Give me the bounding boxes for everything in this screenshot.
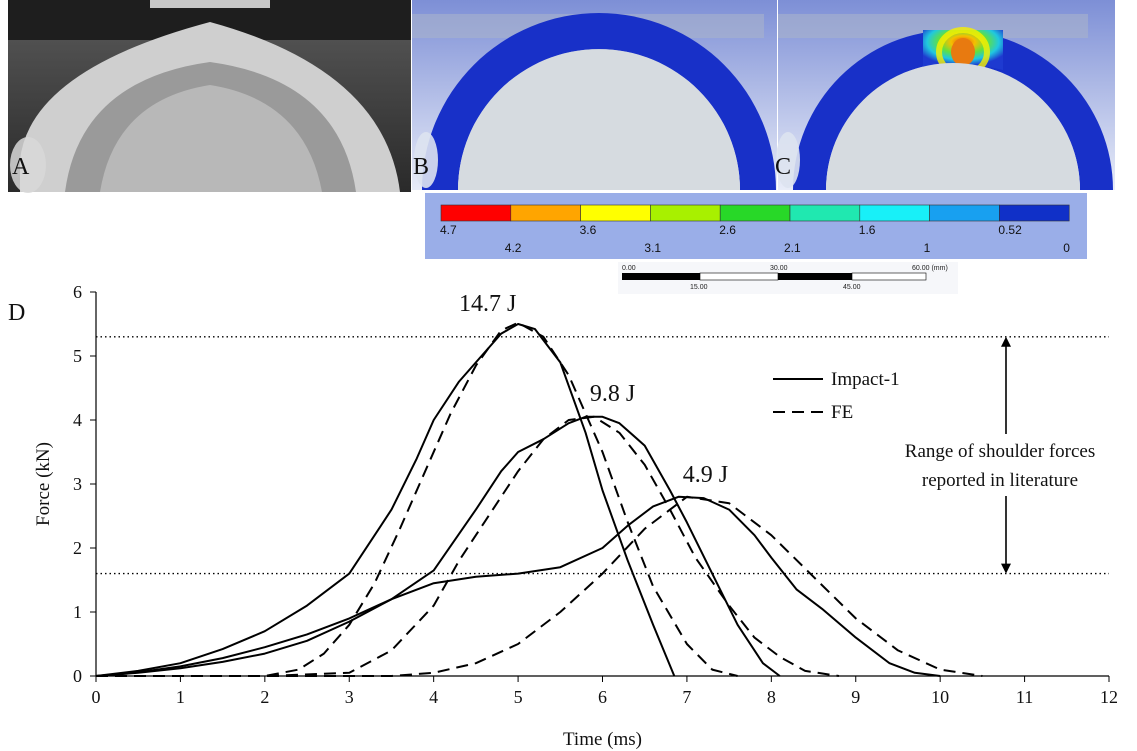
colorbar-label: 2.6 bbox=[719, 223, 736, 237]
colorbar-label: 1.6 bbox=[859, 223, 876, 237]
colorbar-label: 4.2 bbox=[505, 241, 522, 255]
y-tick-label: 0 bbox=[73, 666, 82, 686]
energy-label: 14.7 J bbox=[459, 291, 516, 317]
range-arrow-head-down bbox=[1001, 563, 1011, 574]
x-tick-label: 11 bbox=[1016, 687, 1033, 707]
annotation-line-2: reported in literature bbox=[922, 470, 1078, 491]
panel-c-label: C bbox=[775, 154, 791, 180]
series-line-impact bbox=[95, 415, 781, 677]
x-axis-title: Time (ms) bbox=[563, 729, 642, 750]
panel-a-label: A bbox=[12, 154, 30, 180]
colorbar: 4.7 3.6 2.6 1.6 0.52 4.2 3.1 2.1 1 0 bbox=[425, 193, 1087, 259]
x-tick-label: 10 bbox=[931, 687, 949, 707]
x-tick-label: 4 bbox=[429, 687, 438, 707]
panel-d-label: D bbox=[8, 300, 25, 326]
colorbar-cell bbox=[650, 204, 721, 222]
y-tick-label: 5 bbox=[73, 346, 82, 366]
series-line-fe bbox=[96, 321, 738, 677]
colorbar-cell bbox=[440, 204, 512, 222]
x-tick-label: 6 bbox=[598, 687, 607, 707]
x-tick-label: 12 bbox=[1100, 687, 1118, 707]
y-axis-title: Force (kN) bbox=[33, 442, 54, 526]
x-tick-label: 9 bbox=[851, 687, 860, 707]
x-tick-label: 2 bbox=[260, 687, 269, 707]
colorbar-cell bbox=[510, 204, 581, 222]
colorbar-cell bbox=[719, 204, 791, 222]
legend-label: Impact-1 bbox=[831, 369, 900, 390]
colorbar-label: 3.1 bbox=[644, 241, 661, 255]
colorbar-cell bbox=[929, 204, 1000, 222]
range-arrow-head-up bbox=[1001, 336, 1011, 347]
x-tick-label: 7 bbox=[682, 687, 691, 707]
x-tick-label: 0 bbox=[92, 687, 101, 707]
colorbar-cell bbox=[789, 204, 861, 222]
colorbar-cell bbox=[999, 204, 1070, 222]
x-tick-label: 1 bbox=[176, 687, 185, 707]
panel-b-label: B bbox=[413, 154, 429, 180]
y-tick-label: 4 bbox=[73, 410, 82, 430]
panel-c-fe-model: C bbox=[775, 0, 1115, 190]
scalebar-label-0: 0.00 bbox=[622, 265, 636, 272]
energy-label: 9.8 J bbox=[590, 381, 635, 407]
colorbar-label: 0 bbox=[1063, 241, 1070, 255]
legend-label: FE bbox=[831, 402, 853, 423]
y-tick-label: 1 bbox=[73, 602, 82, 622]
annotation-background bbox=[877, 434, 1122, 496]
panel-b-fe-model: B bbox=[412, 0, 777, 190]
y-tick-label: 3 bbox=[73, 474, 82, 494]
series-line-impact bbox=[95, 323, 676, 677]
scale-bar: 0.00 30.00 60.00 (mm) 15.00 45.00 bbox=[618, 262, 958, 294]
colorbar-label: 1 bbox=[924, 241, 931, 255]
series-line-fe bbox=[96, 415, 840, 677]
colorbar-label: 2.1 bbox=[784, 241, 801, 255]
series-line-impact bbox=[95, 495, 941, 677]
colorbar-label: 3.6 bbox=[580, 223, 597, 237]
colorbar-cell bbox=[580, 204, 651, 222]
y-tick-label: 2 bbox=[73, 538, 82, 558]
series-line-fe bbox=[96, 495, 983, 677]
y-tick-label: 6 bbox=[73, 282, 82, 302]
x-tick-label: 8 bbox=[767, 687, 776, 707]
annotation-line-1: Range of shoulder forces bbox=[905, 441, 1095, 462]
scalebar-label-60: 60.00 (mm) bbox=[912, 265, 948, 272]
x-tick-label: 5 bbox=[514, 687, 523, 707]
scalebar-label-45: 45.00 bbox=[843, 284, 861, 291]
scalebar-label-30: 30.00 bbox=[770, 265, 788, 272]
panel-a-photo: A bbox=[8, 0, 411, 193]
colorbar-label: 4.7 bbox=[440, 223, 457, 237]
colorbar-cell bbox=[859, 204, 930, 222]
energy-label: 4.9 J bbox=[683, 462, 728, 488]
scalebar-label-15: 15.00 bbox=[690, 284, 708, 291]
x-tick-label: 3 bbox=[345, 687, 354, 707]
colorbar-label: 0.52 bbox=[998, 223, 1022, 237]
